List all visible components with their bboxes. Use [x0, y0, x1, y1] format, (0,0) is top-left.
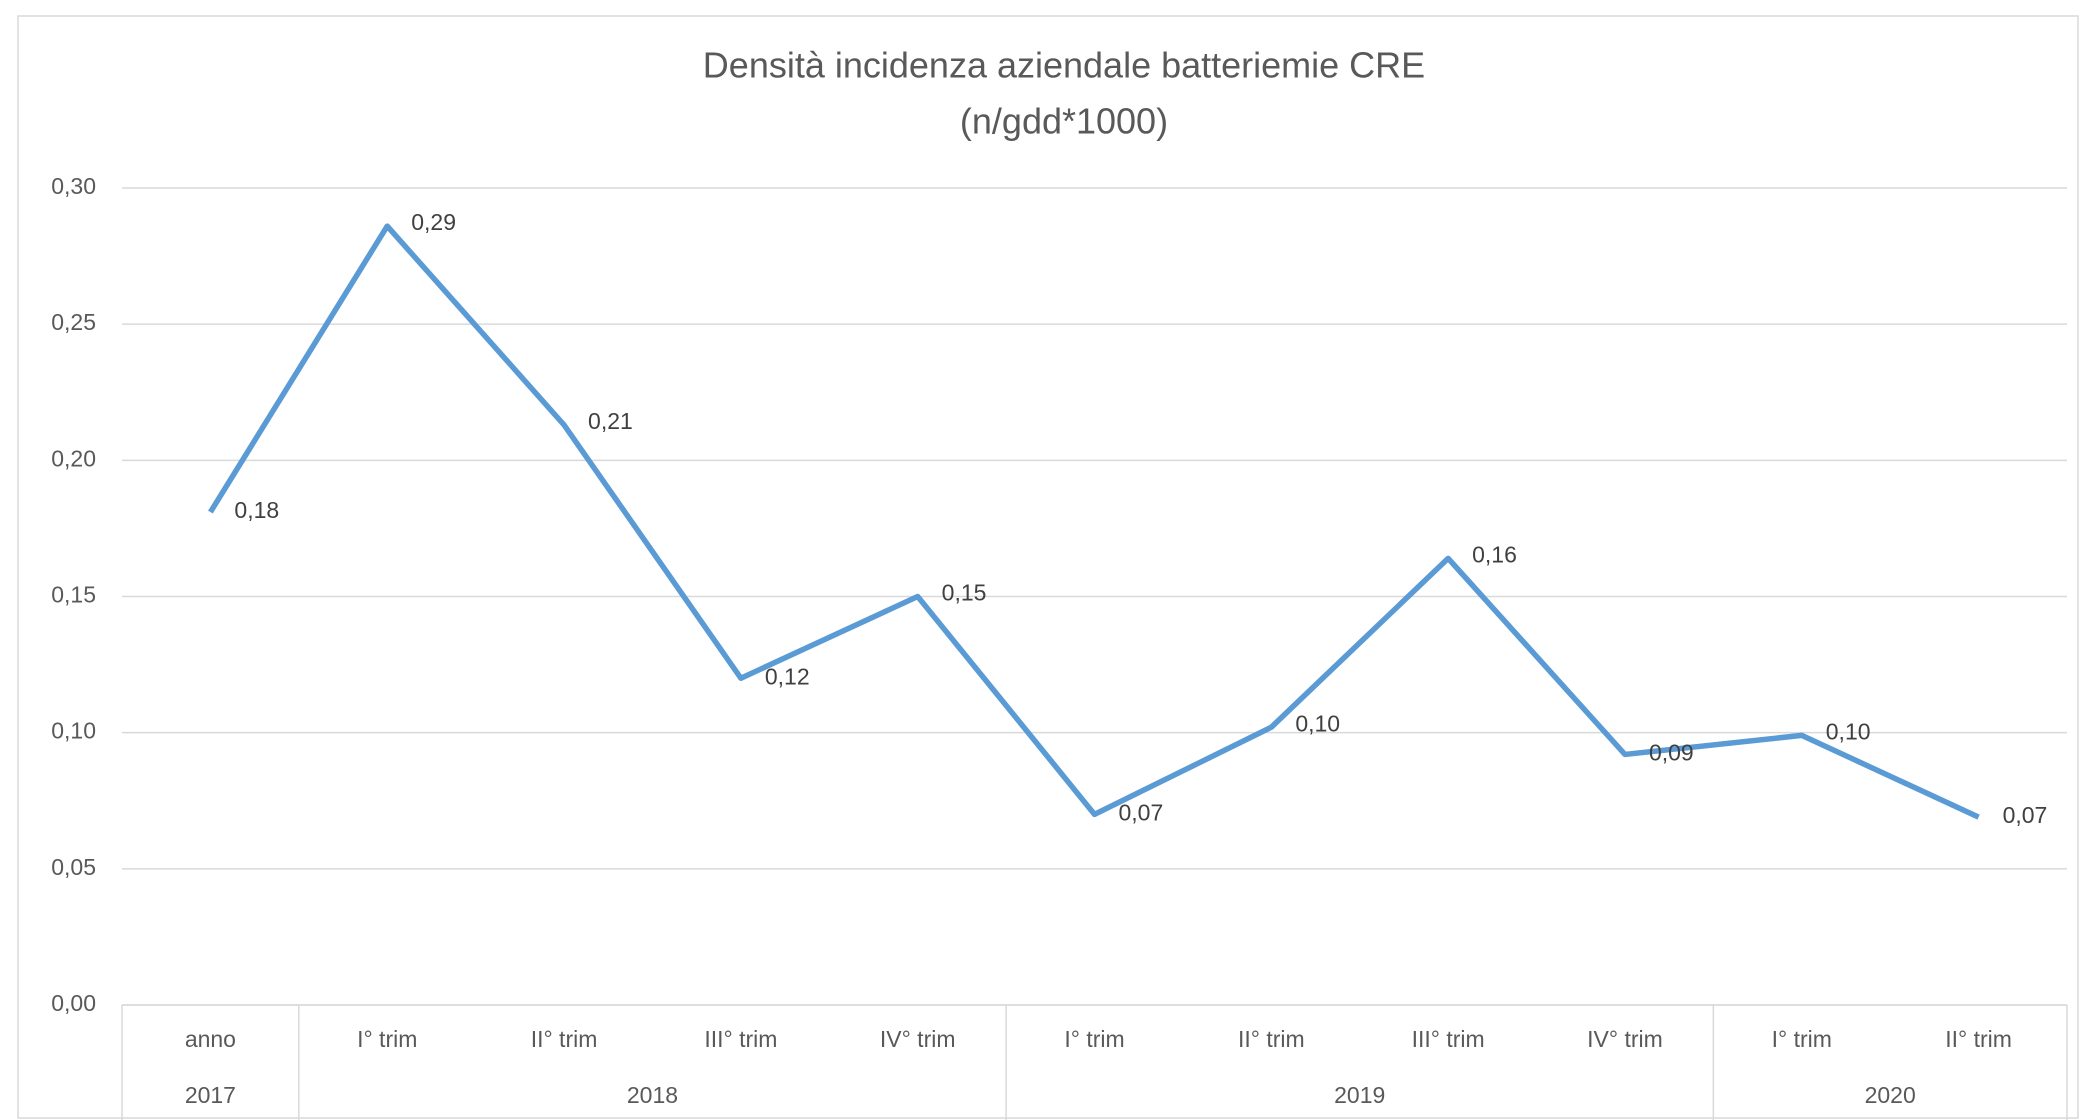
y-tick-label: 0,25 — [51, 309, 96, 335]
data-label: 0,16 — [1472, 541, 1517, 567]
data-label: 0,07 — [2003, 802, 2048, 828]
x-group-label: 2020 — [1865, 1082, 1916, 1108]
chart-title: Densità incidenza aziendale batteriemie … — [703, 45, 1425, 86]
y-tick-label: 0,05 — [51, 854, 96, 880]
y-tick-label: 0,20 — [51, 445, 96, 471]
data-line — [208, 223, 1980, 820]
x-tick-label: III° trim — [1412, 1026, 1485, 1052]
data-label: 0,18 — [234, 497, 279, 523]
x-tick-label: II° trim — [1238, 1026, 1305, 1052]
y-tick-label: 0,15 — [51, 582, 96, 608]
x-tick-label: I° trim — [1064, 1026, 1124, 1052]
x-tick-label: IV° trim — [880, 1026, 956, 1052]
data-label: 0,21 — [588, 408, 633, 434]
y-tick-label: 0,30 — [51, 173, 96, 199]
x-group-label: 2017 — [185, 1082, 236, 1108]
x-tick-label: IV° trim — [1587, 1026, 1663, 1052]
x-tick-label: anno — [185, 1026, 236, 1052]
data-label: 0,29 — [411, 209, 456, 235]
x-group-label: 2018 — [627, 1082, 678, 1108]
data-label: 0,12 — [765, 663, 810, 689]
data-label: 0,09 — [1649, 740, 1694, 766]
x-tick-label: II° trim — [531, 1026, 598, 1052]
data-label: 0,10 — [1295, 710, 1340, 736]
x-tick-label: I° trim — [357, 1026, 417, 1052]
x-tick-label: I° trim — [1772, 1026, 1832, 1052]
data-label: 0,10 — [1826, 718, 1871, 744]
x-tick-label: III° trim — [704, 1026, 777, 1052]
x-group-label: 2019 — [1334, 1082, 1385, 1108]
chart-frame — [17, 15, 2079, 1119]
chart-title: (n/gdd*1000) — [960, 101, 1168, 142]
y-tick-label: 0,00 — [51, 990, 96, 1016]
x-tick-label: II° trim — [1945, 1026, 2012, 1052]
data-label: 0,15 — [942, 580, 987, 606]
data-label: 0,07 — [1119, 799, 1164, 825]
y-tick-label: 0,10 — [51, 718, 96, 744]
